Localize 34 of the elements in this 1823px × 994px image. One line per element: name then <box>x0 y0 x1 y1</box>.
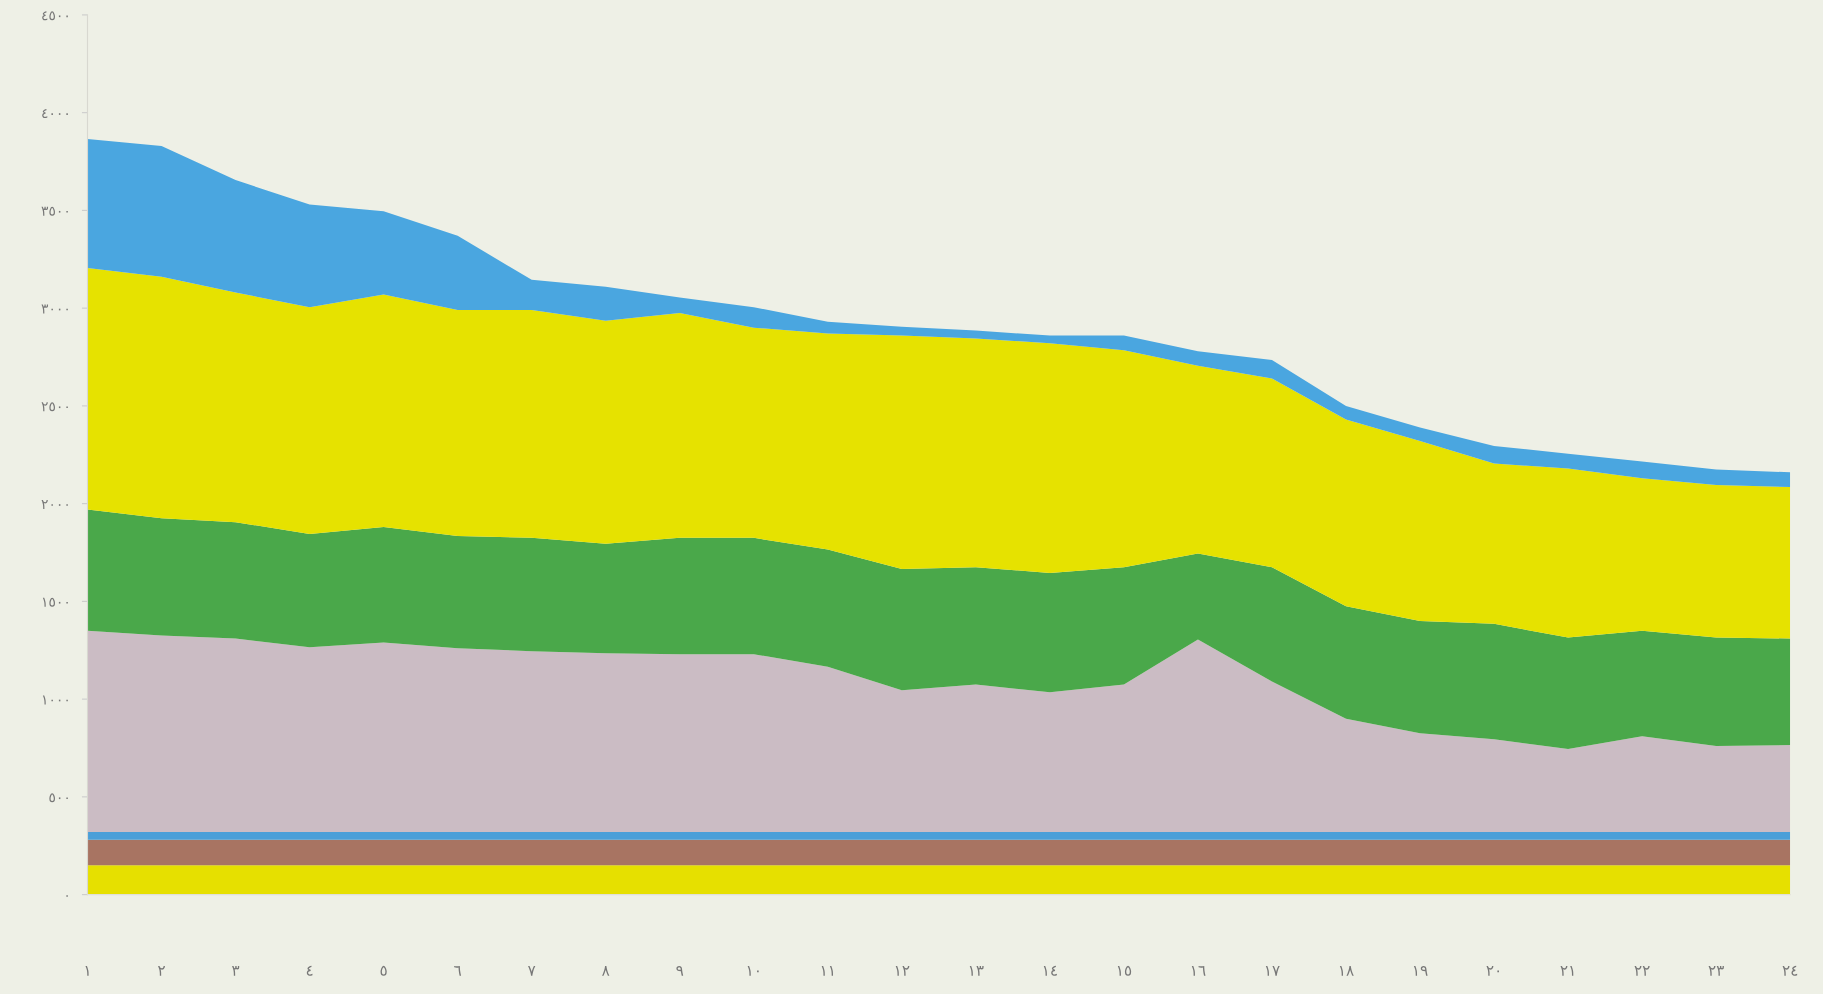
y-tick-label: ٣٥٠٠ <box>41 206 68 216</box>
y-tick-label: ١٥٠٠ <box>42 597 68 607</box>
x-tick-label: ٢٤ <box>1782 965 1798 976</box>
x-tick-label: ١٠ <box>747 965 759 976</box>
x-tick-label: ١١ <box>821 965 834 976</box>
y-tick-label: ٥٠٠ <box>49 793 68 803</box>
x-tick-label: ٦ <box>454 965 462 976</box>
x-tick-label: ٩ <box>676 965 684 976</box>
x-tick-label: ١٣ <box>969 965 984 976</box>
x-tick-label: ٨ <box>602 965 610 976</box>
x-tick-label: ١٢ <box>895 965 910 976</box>
x-tick-label: ١٥ <box>1117 965 1132 976</box>
x-tick-label: ٢٢ <box>1634 965 1650 976</box>
x-tick-label: ١٧ <box>1265 965 1280 976</box>
x-tick-label: ٢٠ <box>1486 965 1499 976</box>
y-tick-label: ٤٥٠٠ <box>42 11 68 21</box>
x-tick-label: ١٨ <box>1339 965 1354 976</box>
x-tick-label: ٢ <box>158 965 165 976</box>
y-tick-label: ٢٥٠٠ <box>41 402 68 412</box>
x-tick-label: ٣ <box>232 965 240 976</box>
y-tick-label: ٣٠٠٠ <box>41 304 68 314</box>
x-tick-label: ٢١ <box>1560 965 1574 976</box>
y-tick-label: ٠ <box>66 895 68 897</box>
x-tick-label: ٢٣ <box>1708 965 1724 976</box>
x-tick-label: ٤ <box>306 965 313 976</box>
x-tick-label: ٧ <box>528 965 536 976</box>
x-tick-label: ١ <box>85 965 89 976</box>
x-tick-label: ١٤ <box>1043 965 1057 976</box>
y-tick-label: ٢٠٠٠ <box>41 500 68 509</box>
x-tick-label: ٥ <box>380 965 387 976</box>
x-tick-label: ١٦ <box>1191 965 1206 976</box>
y-tick-label: ١٠٠٠ <box>42 695 68 705</box>
y-tick-label: ٤٠٠٠ <box>42 109 68 119</box>
x-tick-label: ١٩ <box>1413 965 1428 976</box>
